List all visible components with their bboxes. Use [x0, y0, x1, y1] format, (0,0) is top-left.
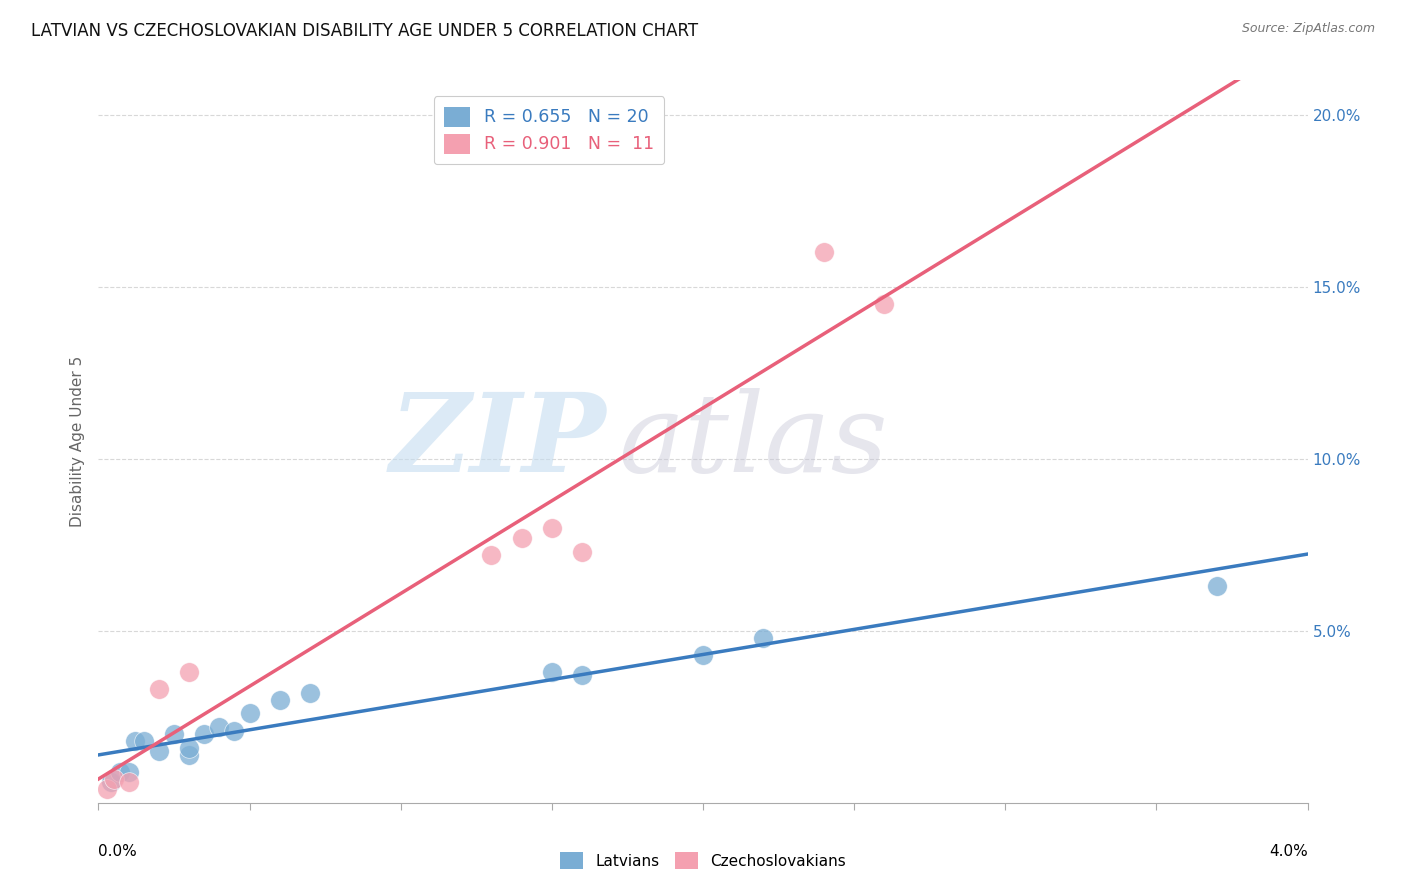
- Text: Source: ZipAtlas.com: Source: ZipAtlas.com: [1241, 22, 1375, 36]
- Point: [224, 723, 246, 738]
- Point: [179, 747, 201, 762]
- Point: [299, 686, 322, 700]
- Text: LATVIAN VS CZECHOSLOVAKIAN DISABILITY AGE UNDER 5 CORRELATION CHART: LATVIAN VS CZECHOSLOVAKIAN DISABILITY AG…: [31, 22, 697, 40]
- Point: [108, 764, 131, 779]
- Point: [132, 734, 155, 748]
- Point: [124, 734, 146, 748]
- Point: [118, 764, 141, 779]
- Point: [148, 682, 170, 697]
- Point: [193, 727, 215, 741]
- Y-axis label: Disability Age Under 5: Disability Age Under 5: [69, 356, 84, 527]
- Legend: R = 0.655   N = 20, R = 0.901   N =  11: R = 0.655 N = 20, R = 0.901 N = 11: [433, 96, 665, 164]
- Point: [118, 775, 141, 789]
- Point: [269, 692, 291, 706]
- Text: atlas: atlas: [619, 388, 889, 495]
- Point: [481, 548, 503, 562]
- Point: [540, 520, 562, 534]
- Point: [163, 727, 186, 741]
- Legend: Latvians, Czechoslovakians: Latvians, Czechoslovakians: [554, 846, 852, 875]
- Point: [510, 531, 533, 545]
- Point: [100, 775, 122, 789]
- Point: [1206, 579, 1229, 593]
- Point: [239, 706, 262, 721]
- Point: [692, 648, 714, 662]
- Point: [179, 740, 201, 755]
- Point: [571, 544, 593, 558]
- Point: [103, 772, 125, 786]
- Point: [571, 668, 593, 682]
- Point: [148, 744, 170, 758]
- Point: [208, 720, 231, 734]
- Text: 0.0%: 0.0%: [98, 845, 138, 860]
- Point: [752, 631, 775, 645]
- Text: 4.0%: 4.0%: [1268, 845, 1308, 860]
- Point: [813, 245, 835, 260]
- Point: [873, 297, 896, 311]
- Point: [179, 665, 201, 679]
- Text: ZIP: ZIP: [389, 388, 606, 495]
- Point: [540, 665, 562, 679]
- Point: [96, 782, 118, 797]
